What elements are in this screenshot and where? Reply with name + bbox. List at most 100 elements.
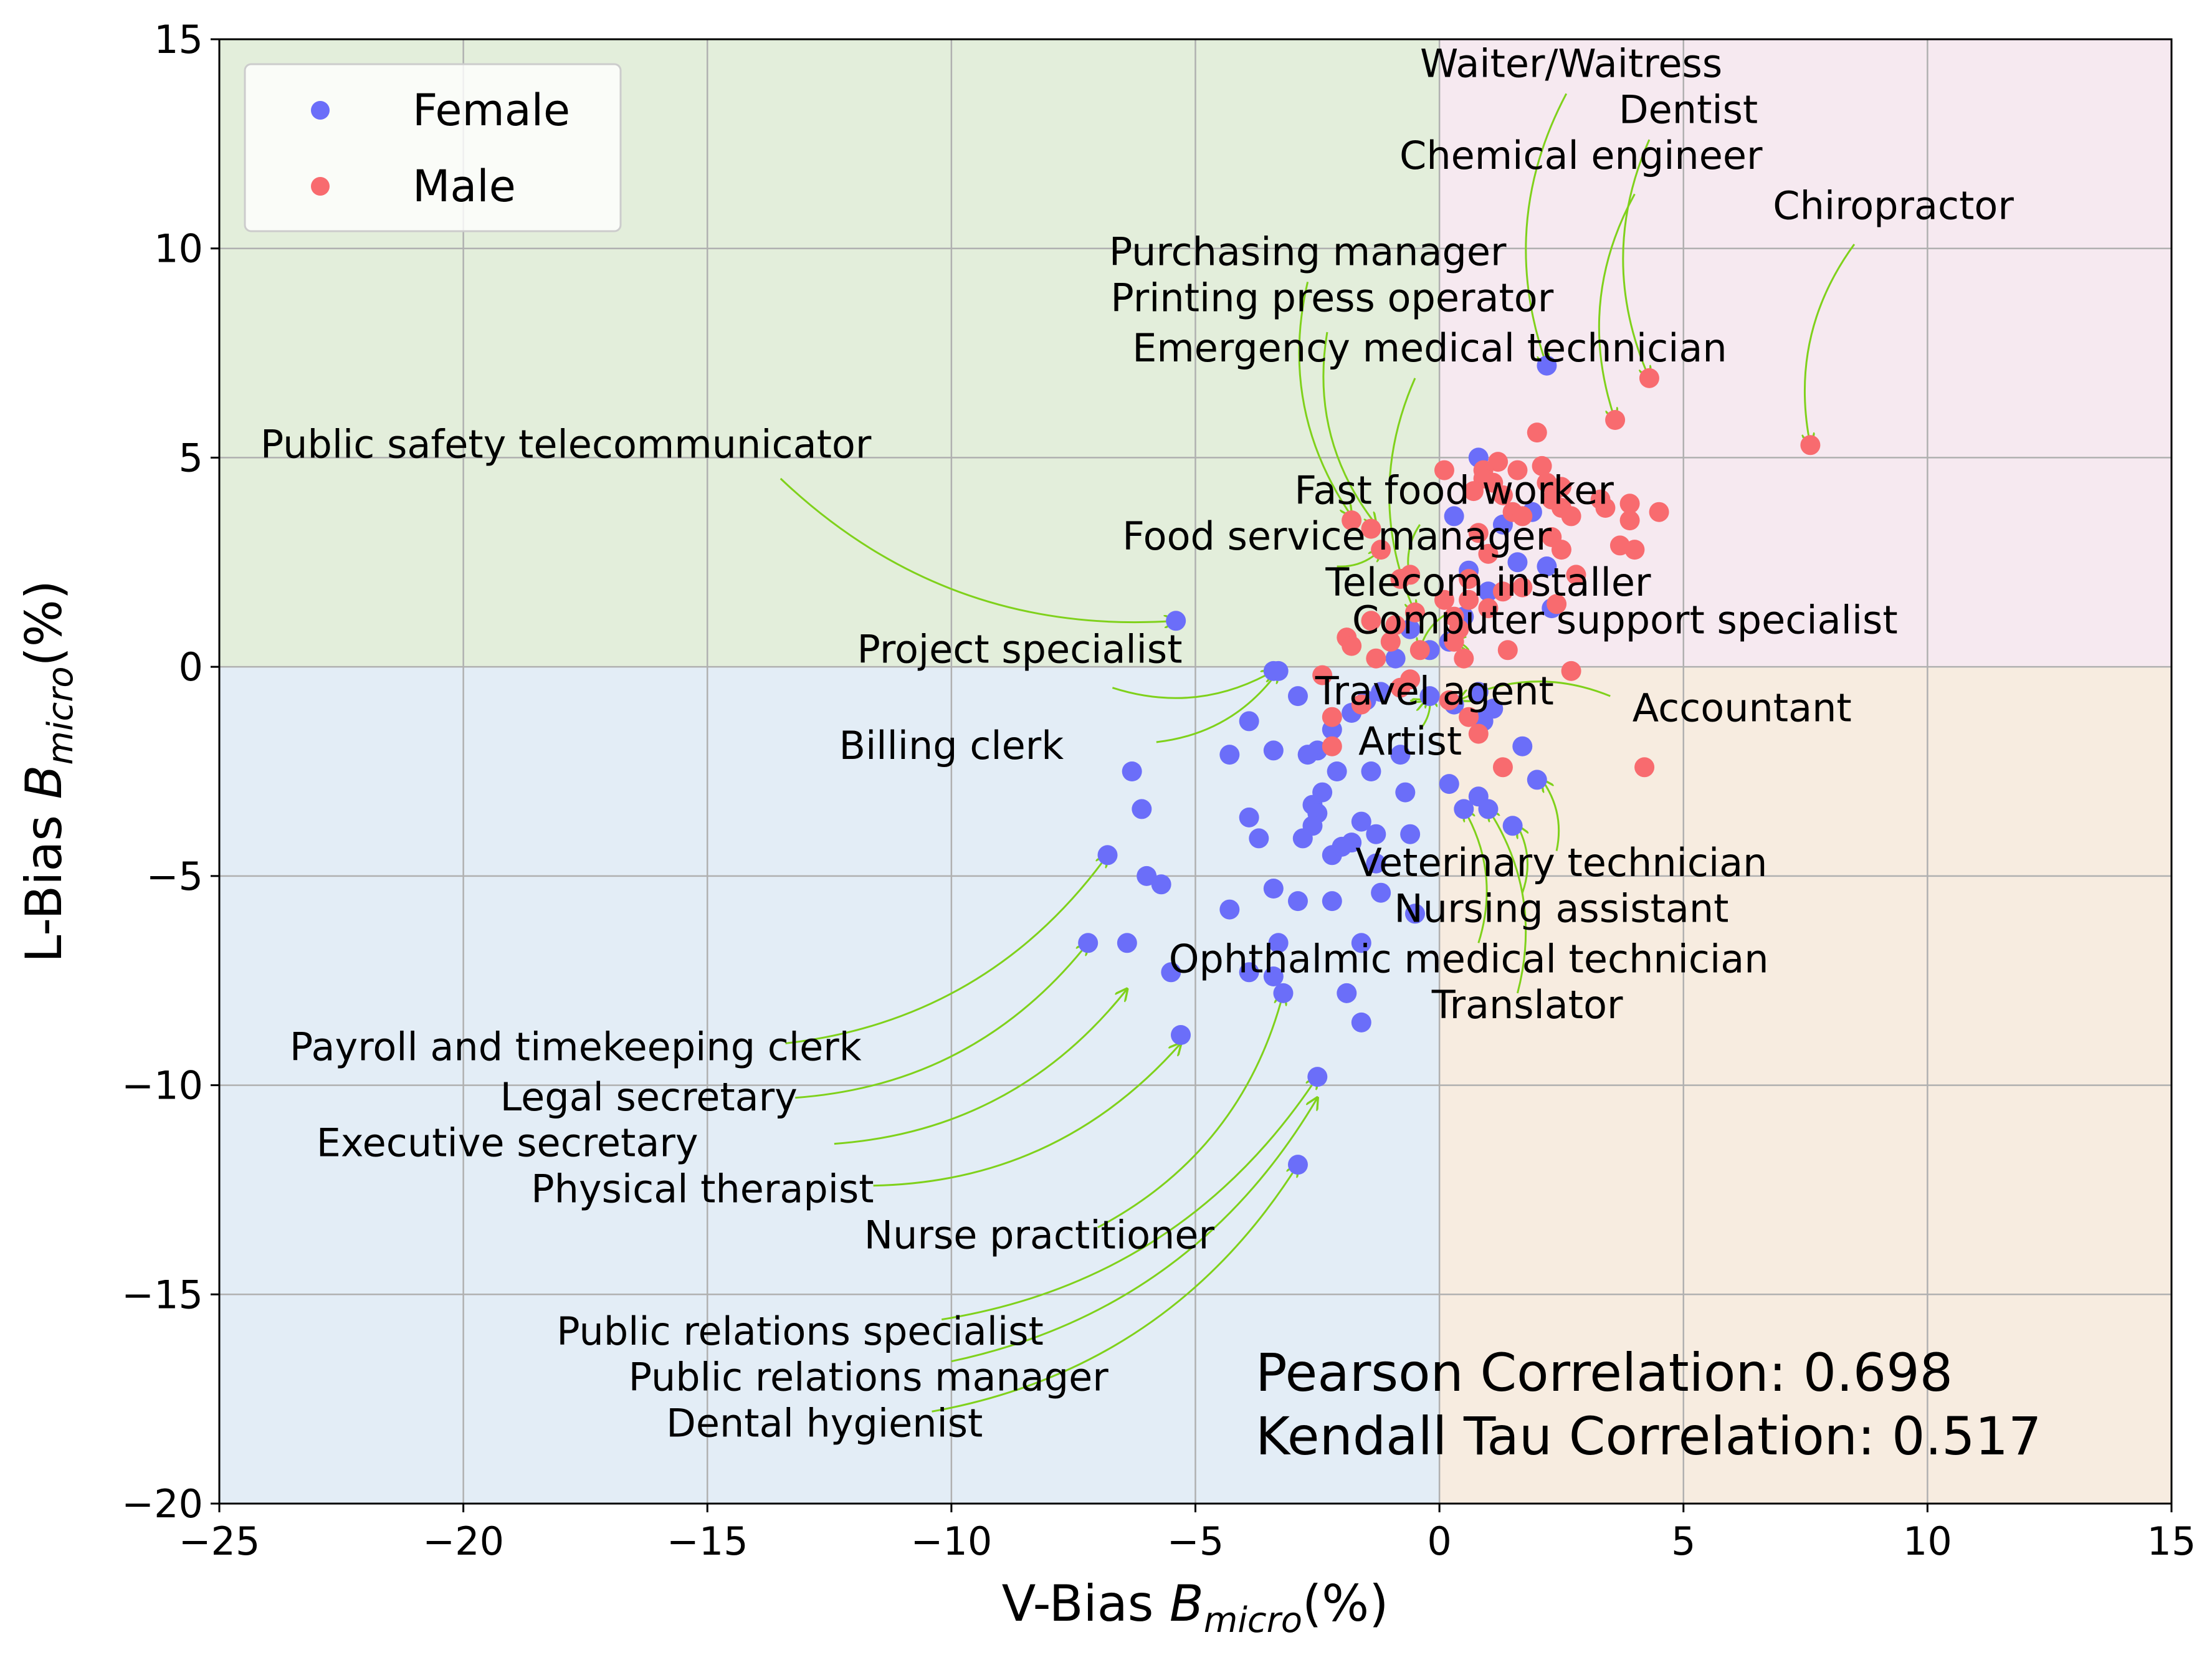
data-point-male — [1527, 422, 1547, 443]
annotation-label: Legal secretary — [500, 1074, 798, 1120]
legend-male-marker — [311, 177, 330, 196]
data-point-female — [1263, 661, 1284, 681]
data-point-male — [1492, 485, 1513, 505]
data-point-male — [1561, 661, 1581, 681]
data-point-male — [1459, 569, 1479, 589]
annotation-arrow — [1097, 993, 1284, 1229]
annotation-label: Public relations manager — [629, 1355, 1109, 1400]
data-point-female — [1351, 811, 1371, 832]
data-point-female — [1078, 933, 1099, 953]
data-point-male — [1468, 523, 1489, 543]
annotation-arrow — [1298, 282, 1352, 516]
data-point-male — [1561, 506, 1581, 527]
data-point-male — [1361, 518, 1381, 539]
annotation-label: Nurse practitioner — [864, 1212, 1215, 1257]
data-point-male — [1434, 589, 1454, 610]
x-tick-label: 10 — [1903, 1519, 1952, 1564]
data-point-male — [1619, 510, 1640, 531]
data-point-female — [1351, 1012, 1371, 1033]
annotation-arrow — [1542, 780, 1560, 851]
data-point-male — [1351, 694, 1371, 715]
data-point-male — [1649, 502, 1669, 522]
data-point-female — [1273, 983, 1294, 1003]
data-point-male — [1463, 481, 1484, 502]
legend: Female Male — [244, 63, 622, 232]
annotation-label: Physical therapist — [531, 1166, 874, 1212]
y-tick-label: −20 — [122, 1481, 203, 1527]
data-point-female — [1371, 882, 1391, 903]
data-point-female — [1322, 891, 1342, 912]
annotation-label: Payroll and timekeeping clerk — [290, 1024, 862, 1069]
y-axis-ticks: −20 −15 −10 −5 0 5 10 15 — [122, 17, 219, 1527]
annotation-arrow — [932, 1165, 1298, 1413]
data-point-female — [1239, 711, 1259, 732]
data-point-male — [1454, 648, 1474, 669]
data-point-male — [1404, 602, 1425, 622]
annotation-label: Public relations specialist — [556, 1309, 1044, 1354]
data-point-male — [1312, 665, 1333, 685]
data-point-female — [1249, 828, 1269, 849]
data-point-male — [1605, 410, 1626, 430]
data-point-female — [1137, 866, 1157, 886]
annotation-label: Waiter/Waitress — [1420, 41, 1722, 86]
data-point-female — [1161, 962, 1181, 983]
legend-male-label: Male — [412, 161, 516, 212]
y-tick-label: −10 — [122, 1063, 203, 1109]
data-point-male — [1390, 677, 1411, 698]
data-point-male — [1371, 540, 1391, 560]
annotation-arrow — [951, 1098, 1317, 1363]
data-point-female — [1117, 933, 1137, 953]
data-point-female — [1332, 836, 1352, 857]
annotation-arrow — [1804, 244, 1856, 445]
data-point-male — [1532, 455, 1552, 476]
x-tick-label: 5 — [1671, 1519, 1695, 1564]
data-point-male — [1624, 540, 1645, 560]
data-point-female — [1385, 648, 1406, 669]
data-point-female — [1419, 686, 1440, 707]
data-point-male — [1619, 494, 1640, 514]
y-tick-label: −5 — [146, 854, 203, 899]
x-tick-label: −20 — [422, 1519, 504, 1564]
data-point-male — [1361, 611, 1381, 631]
annotation-label: Public safety telecommunicator — [260, 421, 872, 467]
data-point-female — [1268, 933, 1289, 953]
data-point-female — [1366, 853, 1386, 874]
x-axis-label: V-Bias Bmicro(%) — [1002, 1575, 1389, 1641]
data-point-female — [1366, 824, 1386, 844]
data-point-female — [1478, 581, 1499, 602]
data-point-female — [1171, 1025, 1191, 1045]
data-point-female — [1390, 745, 1411, 765]
data-point-female — [1263, 966, 1284, 986]
legend-female-marker — [311, 101, 330, 120]
annotation-arrow — [1156, 671, 1279, 743]
quadrant-top-right — [1439, 39, 2171, 667]
data-point-female — [1404, 904, 1425, 924]
data-point-female — [1512, 736, 1533, 756]
data-point-female — [1151, 874, 1171, 895]
annotation-label: Veterinary technician — [1355, 840, 1767, 885]
data-point-male — [1478, 598, 1499, 619]
y-tick-label: −15 — [122, 1272, 203, 1317]
data-point-female — [1507, 552, 1528, 573]
annotation-label: Ophthalmic medical technician — [1169, 936, 1769, 981]
data-point-female — [1292, 828, 1313, 849]
data-point-male — [1385, 615, 1406, 635]
annotation-label: Accountant — [1633, 685, 1852, 730]
data-point-male — [1595, 498, 1616, 518]
annotation-arrow — [1488, 809, 1527, 994]
data-point-female — [1337, 983, 1357, 1003]
data-point-male — [1468, 723, 1489, 744]
annotation-label: Dentist — [1619, 87, 1758, 132]
data-point-male — [1634, 757, 1655, 778]
data-point-female — [1287, 891, 1308, 912]
data-point-female — [1527, 770, 1547, 790]
annotation-label: Chiropractor — [1773, 183, 2014, 229]
annotation-label: Telecom installer — [1325, 560, 1651, 605]
data-point-female — [1097, 845, 1118, 866]
legend-female-label: Female — [412, 85, 570, 136]
data-point-male — [1439, 690, 1459, 710]
data-point-female — [1400, 824, 1421, 844]
data-point-male — [1322, 707, 1342, 727]
